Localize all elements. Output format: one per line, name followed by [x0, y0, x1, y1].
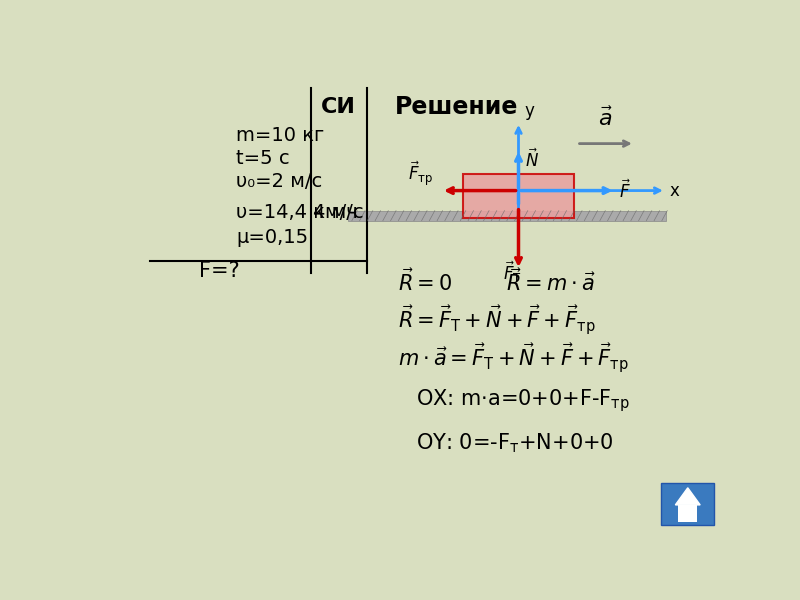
Text: υ=14,4 км/ч: υ=14,4 км/ч	[237, 203, 358, 221]
Bar	[348, 211, 666, 221]
Text: ОY: 0=-F$_{\rm т}$+N+0+0: ОY: 0=-F$_{\rm т}$+N+0+0	[416, 431, 614, 455]
Text: μ=0,15: μ=0,15	[237, 228, 309, 247]
Bar	[678, 505, 697, 523]
Text: $\vec{N}$: $\vec{N}$	[526, 148, 539, 171]
Text: $m \cdot \vec{a} = \vec{F}_{\rm T} + \vec{N} + \vec{F} + \vec{F}_{\rm тр}$: $m \cdot \vec{a} = \vec{F}_{\rm T} + \ve…	[398, 341, 629, 375]
Text: ОХ: m$\cdot$a=0+0+F-F$_{\rm тр}$: ОХ: m$\cdot$a=0+0+F-F$_{\rm тр}$	[416, 388, 630, 414]
Text: t=5 с: t=5 с	[237, 149, 290, 168]
Polygon shape	[675, 488, 700, 505]
Text: $\vec{R} = m \cdot \vec{a}$: $\vec{R} = m \cdot \vec{a}$	[506, 268, 596, 295]
Text: $\vec{a}$: $\vec{a}$	[598, 107, 613, 130]
Text: $\vec{F}$: $\vec{F}$	[619, 179, 631, 202]
Text: $\vec{F}_{\rm тр}$: $\vec{F}_{\rm тр}$	[409, 159, 434, 188]
Text: $\vec{F}_{\rm T}$: $\vec{F}_{\rm T}$	[503, 259, 522, 285]
Text: $\vec{R} = \vec{F}_{\rm T} + \vec{N} + \vec{F} + \vec{F}_{\rm тр}$: $\vec{R} = \vec{F}_{\rm T} + \vec{N} + \…	[398, 303, 595, 337]
Text: x: x	[670, 182, 679, 200]
Text: y: y	[525, 102, 534, 120]
Text: 4 м/с: 4 м/с	[314, 203, 364, 221]
Text: m=10 кг: m=10 кг	[237, 125, 325, 145]
Text: $\vec{R} = 0$: $\vec{R} = 0$	[398, 268, 452, 295]
Bar	[462, 173, 574, 218]
Text: F=?: F=?	[199, 260, 240, 281]
Text: υ₀=2 м/с: υ₀=2 м/с	[237, 172, 322, 191]
Text: СИ: СИ	[322, 97, 356, 116]
Text: Решение: Решение	[394, 95, 518, 119]
Bar	[661, 483, 714, 525]
